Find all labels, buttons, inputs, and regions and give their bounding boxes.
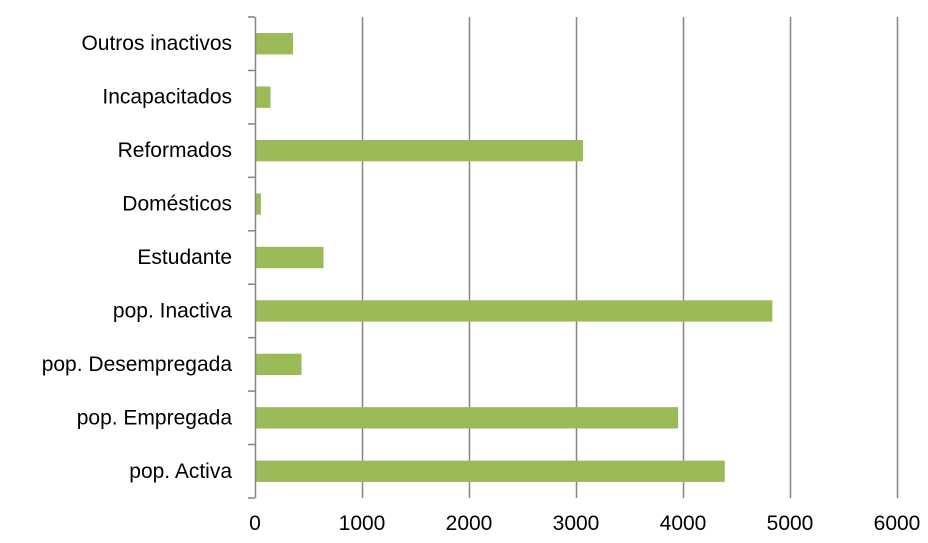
- category-label-7: Incapacitados: [102, 86, 232, 109]
- bars: [255, 33, 773, 482]
- category-label-0: pop. Activa: [129, 460, 232, 483]
- bar-6: [255, 139, 583, 162]
- bar-4: [255, 246, 324, 269]
- category-label-6: Reformados: [118, 139, 232, 162]
- x-tick-label-3000: 3000: [553, 512, 600, 535]
- bar-8: [255, 33, 293, 55]
- category-label-3: pop. Inactiva: [113, 299, 232, 322]
- x-tick-label-0: 0: [249, 512, 261, 535]
- category-label-4: Estudante: [137, 246, 232, 269]
- bar-1: [255, 407, 679, 429]
- bar-2: [255, 353, 302, 376]
- bar-3: [255, 300, 773, 322]
- bar-0: [255, 460, 725, 482]
- x-tick-label-1000: 1000: [339, 512, 386, 535]
- x-tick-labels: 0 1000 2000 3000 4000 5000 6000: [249, 512, 920, 535]
- category-label-8: Outros inactivos: [81, 32, 232, 55]
- x-tick-label-2000: 2000: [446, 512, 493, 535]
- y-axis: [248, 16, 257, 499]
- x-tick-label-6000: 6000: [874, 512, 921, 535]
- category-label-2: pop. Desempregada: [42, 353, 233, 376]
- category-labels: pop. Activa pop. Empregada pop. Desemprega…: [42, 32, 233, 483]
- bar-5: [255, 193, 261, 215]
- bar-7: [255, 86, 271, 108]
- category-label-5: Domésticos: [122, 193, 232, 216]
- x-tick-label-5000: 5000: [767, 512, 814, 535]
- x-tick-label-4000: 4000: [660, 512, 707, 535]
- category-label-1: pop. Empregada: [77, 406, 233, 429]
